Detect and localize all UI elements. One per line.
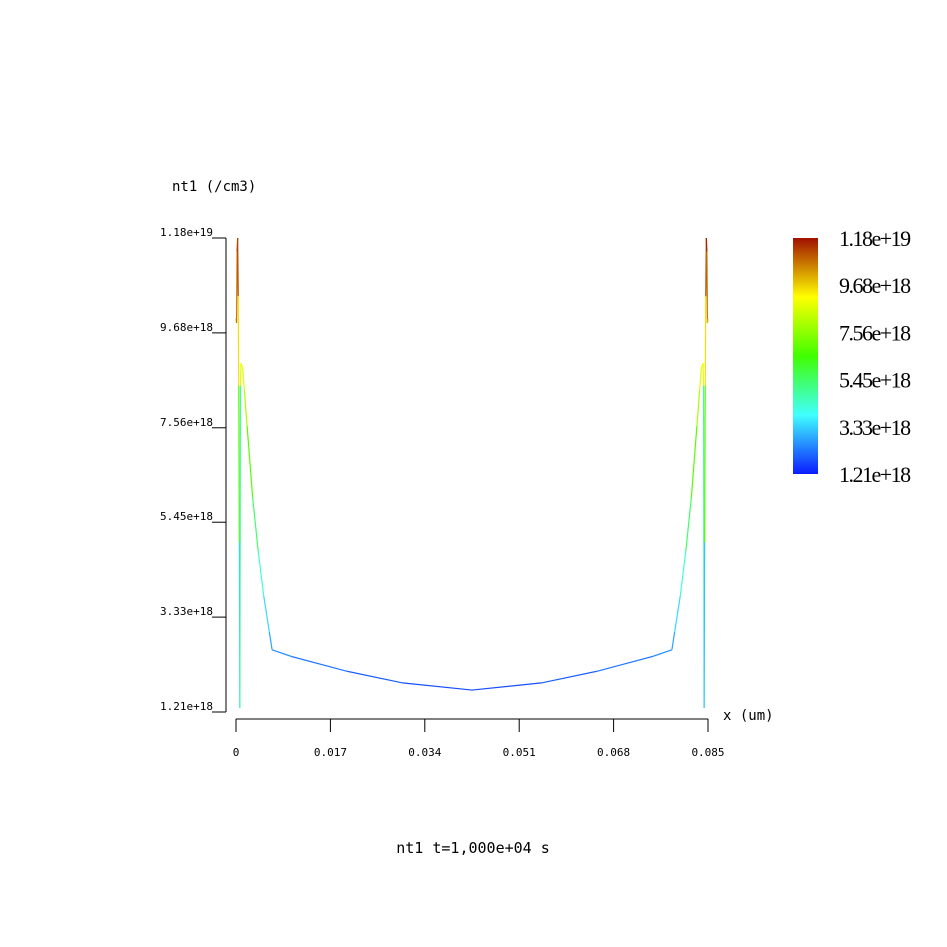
series-segment — [242, 367, 245, 391]
x-tick-label: 0 — [233, 746, 240, 759]
series-segment — [671, 631, 676, 650]
series-segment — [263, 595, 270, 632]
series-segment — [471, 682, 542, 691]
y-tick-label: 1.21e+18 — [160, 700, 213, 713]
y-ticks: 1.21e+18 3.33e+18 5.45e+18 7.56e+18 9.68e+18… — [160, 226, 226, 713]
series-segment — [652, 649, 673, 658]
series-segment — [257, 551, 265, 597]
series-segment — [243, 390, 248, 427]
series-segment — [238, 385, 240, 543]
series-segment — [596, 655, 653, 672]
series-segment — [240, 363, 244, 369]
colorbar-label: 5.45e+18 — [839, 368, 911, 393]
series-segment — [685, 497, 692, 552]
series-segment — [679, 551, 687, 597]
x-axis-label: x (um) — [723, 708, 774, 724]
x-tick-label: 0.051 — [503, 746, 536, 759]
series-segment — [237, 237, 239, 297]
series-segment — [703, 542, 706, 708]
series-segment — [704, 385, 706, 543]
series-segment — [268, 631, 273, 650]
series-segment — [252, 497, 259, 552]
colorbar — [793, 238, 818, 474]
y-axis-label: nt1 (/cm3) — [172, 179, 256, 195]
y-tick-label: 3.33e+18 — [160, 605, 213, 618]
colorbar-label: 1.21e+18 — [839, 462, 911, 487]
y-tick-label: 7.56e+18 — [160, 416, 213, 429]
series-segment — [699, 367, 702, 391]
series-segment — [705, 237, 708, 252]
x-tick-label: 0.068 — [597, 746, 630, 759]
series-line — [235, 237, 709, 708]
series-segment — [402, 682, 473, 691]
series-segment — [696, 390, 701, 427]
y-tick-label: 5.45e+18 — [160, 510, 213, 523]
series-segment — [246, 425, 254, 498]
colorbar-labels: 1.18e+19 9.68e+18 7.56e+18 5.45e+18 3.33e+18… — [839, 226, 913, 487]
chart-caption: nt1 t=1,000e+04 s — [396, 839, 550, 857]
series-segment — [271, 649, 292, 658]
series-segment — [674, 595, 681, 632]
series-segment — [541, 670, 598, 684]
colorbar-label: 3.33e+18 — [839, 415, 911, 440]
series-segment — [706, 251, 709, 324]
series-segment — [291, 655, 348, 672]
series-segment — [237, 296, 240, 386]
colorbar-label: 7.56e+18 — [839, 320, 911, 345]
colorbar-label: 1.18e+19 — [839, 226, 911, 251]
x-tick-label: 0.017 — [314, 746, 347, 759]
y-tick-label: 9.68e+18 — [160, 321, 213, 334]
y-tick-label: 1.18e+19 — [160, 226, 213, 239]
series-segment — [706, 318, 709, 324]
series-segment — [235, 251, 238, 324]
x-ticks: 0 0.017 0.034 0.051 0.068 0.085 — [233, 719, 725, 759]
series-segment — [239, 363, 242, 386]
x-tick-label: 0.085 — [691, 746, 724, 759]
x-tick-label: 0.034 — [408, 746, 441, 759]
series-segment — [346, 670, 403, 684]
series-segment — [704, 296, 707, 386]
series-segment — [690, 425, 698, 498]
series-segment — [239, 385, 242, 708]
series-segment — [702, 363, 705, 386]
colorbar-label: 9.68e+18 — [839, 273, 911, 298]
